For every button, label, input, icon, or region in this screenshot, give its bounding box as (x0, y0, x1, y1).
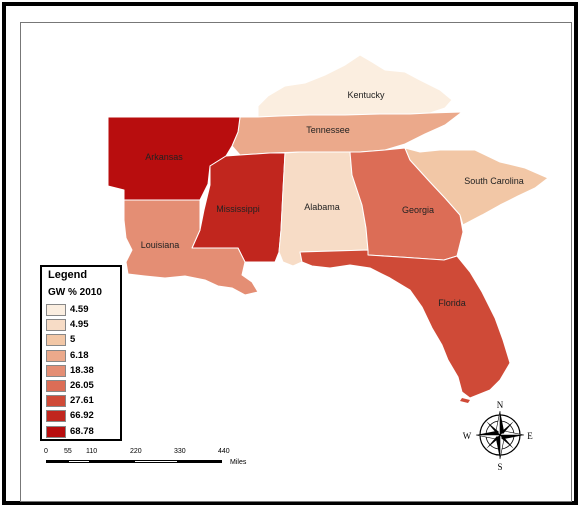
scale-tick-label: 0 (44, 448, 48, 455)
legend-item: 27.61 (46, 395, 120, 408)
state-label-south-carolina: South Carolina (464, 176, 524, 186)
florida-keys (460, 398, 470, 403)
south-label: S (497, 462, 502, 472)
scale-segment (178, 460, 222, 463)
legend-value: 4.95 (70, 319, 89, 331)
state-label-georgia: Georgia (402, 205, 434, 215)
state-label-kentucky: Kentucky (347, 90, 385, 100)
legend-swatch (46, 364, 66, 377)
scale-unit: Miles (230, 459, 247, 466)
legend-field: GW % 2010 (48, 287, 102, 298)
legend-swatch (46, 304, 66, 316)
scale-tick-label: 55 (64, 448, 72, 455)
legend-swatch (46, 410, 66, 423)
legend-value: 6.18 (70, 349, 89, 361)
state-label-louisiana: Louisiana (141, 240, 180, 250)
state-label-tennessee: Tennessee (306, 125, 350, 135)
legend-value: 66.92 (70, 410, 94, 422)
legend-swatch (46, 395, 66, 408)
state-louisiana[interactable] (123, 199, 259, 296)
state-georgia[interactable] (349, 147, 464, 261)
state-label-alabama: Alabama (304, 202, 340, 212)
legend-swatch (46, 380, 66, 392)
legend-item: 5 (46, 334, 120, 347)
state-kentucky[interactable] (257, 54, 453, 118)
legend-swatch (46, 349, 66, 362)
legend-value: 68.78 (70, 425, 94, 437)
west-label: W (463, 431, 472, 441)
state-label-arkansas: Arkansas (145, 152, 183, 162)
legend-item: 18.38 (46, 364, 120, 378)
north-label: N (497, 400, 504, 410)
legend-item: 66.92 (46, 410, 120, 423)
state-label-mississippi: Mississippi (216, 204, 260, 214)
scale-segment (90, 460, 134, 463)
scale-segment (46, 460, 68, 463)
scale-segment (68, 460, 90, 463)
state-arkansas[interactable] (107, 116, 241, 201)
legend-value: 18.38 (70, 364, 94, 376)
scale-tick-label: 330 (174, 448, 186, 455)
legend-swatch (46, 319, 66, 332)
north-arrow: N S E W (463, 400, 534, 472)
state-florida[interactable] (299, 249, 511, 399)
state-label-florida: Florida (438, 298, 466, 308)
legend-value: 26.05 (70, 380, 94, 391)
legend-item: 6.18 (46, 349, 120, 363)
legend-value: 4.59 (70, 304, 89, 315)
state-south-carolina[interactable] (404, 147, 549, 226)
legend-value: 27.61 (70, 395, 94, 407)
scale-tick-label: 440 (218, 448, 230, 455)
map-legend: Legend GW % 2010 4.59 4.95 5 6.18 18.38 26.05… (40, 265, 122, 441)
legend-title: Legend (48, 269, 88, 281)
scale-segment (134, 460, 178, 463)
legend-swatch (46, 334, 66, 347)
east-label: E (527, 431, 533, 441)
legend-item: 4.95 (46, 319, 120, 332)
scale-tick-label: 110 (86, 448, 98, 455)
state-mississippi[interactable] (191, 152, 286, 263)
legend-value: 5 (70, 334, 76, 346)
legend-item: 26.05 (46, 380, 120, 393)
legend-swatch (46, 425, 66, 438)
legend-item: 4.59 (46, 304, 120, 317)
scale-tick-label: 220 (130, 448, 142, 455)
legend-item: 68.78 (46, 425, 120, 439)
